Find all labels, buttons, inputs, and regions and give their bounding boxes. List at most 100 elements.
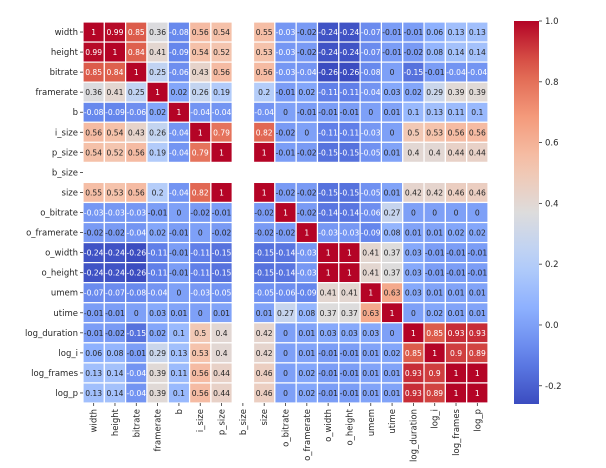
cell-value-label: 0.02 bbox=[469, 229, 486, 238]
cell-value-label: 0.46 bbox=[256, 389, 273, 398]
cell-value-label: -0.02 bbox=[297, 28, 317, 37]
cell-value-label: 0.02 bbox=[298, 88, 315, 97]
cell-value-label: 0.93 bbox=[469, 329, 486, 338]
cell-value-label: 0.85 bbox=[85, 68, 102, 77]
cell-value-label: 0 bbox=[475, 209, 480, 218]
cell-value-label: 1 bbox=[390, 309, 395, 318]
cell-value-label: 0.56 bbox=[448, 128, 465, 137]
cell-value-label: 0.01 bbox=[256, 309, 273, 318]
cell-value-label: -0.02 bbox=[276, 188, 296, 197]
cell-value-label: 0.44 bbox=[448, 148, 465, 157]
cell-value-label: 1 bbox=[113, 48, 118, 57]
cell-value-label: 0.01 bbox=[170, 309, 187, 318]
cell-value-label: -0.24 bbox=[340, 48, 360, 57]
cell-value-label: -0.11 bbox=[318, 88, 338, 97]
cell-value-label: 1 bbox=[454, 369, 459, 378]
cell-value-label: -0.01 bbox=[340, 389, 360, 398]
cell-value-label: 0.52 bbox=[213, 48, 230, 57]
cell-value-label: -0.01 bbox=[425, 269, 445, 278]
cell-value-label: 0.11 bbox=[170, 369, 187, 378]
cell-value-label: 0.13 bbox=[170, 349, 187, 358]
x-tick-label: width bbox=[90, 409, 100, 432]
cell-value-label: 0.4 bbox=[216, 349, 228, 358]
cell-value-label: -0.04 bbox=[148, 289, 168, 298]
cell-value-label: 0.08 bbox=[107, 349, 124, 358]
cell-value-label: 0.44 bbox=[213, 369, 230, 378]
cell-value-label: 0.13 bbox=[85, 369, 102, 378]
cell-value-label: 0.01 bbox=[384, 389, 401, 398]
cell-value-label: -0.01 bbox=[318, 349, 338, 358]
cell-value-label: 1 bbox=[134, 68, 139, 77]
cell-value-label: 0.82 bbox=[192, 188, 209, 197]
cell-value-label: 0.01 bbox=[448, 309, 465, 318]
cell-value-label: 0 bbox=[283, 369, 288, 378]
cell-value-label: 0.13 bbox=[426, 108, 443, 117]
cell-value-label: -0.24 bbox=[84, 269, 104, 278]
cell-value-label: -0.07 bbox=[105, 289, 125, 298]
cell-value-label: 0.01 bbox=[362, 349, 379, 358]
cell-value-label: 0.85 bbox=[128, 28, 145, 37]
y-tick-label: umem bbox=[51, 289, 78, 299]
cell-value-label: 0.54 bbox=[85, 148, 102, 157]
colorbar-tick-label: -0.2 bbox=[545, 382, 562, 392]
cell-value-label: -0.01 bbox=[212, 209, 232, 218]
heatmap-cell bbox=[210, 141, 233, 163]
cell-value-label: 0.93 bbox=[448, 329, 465, 338]
cell-value-label: 1 bbox=[475, 369, 480, 378]
colorbar bbox=[514, 21, 539, 404]
cell-value-label: 0.26 bbox=[149, 128, 166, 137]
cell-value-label: -0.01 bbox=[318, 108, 338, 117]
y-tick-label: log_p bbox=[55, 389, 78, 399]
cell-value-label: 0.27 bbox=[384, 209, 401, 218]
cell-value-label: 0.39 bbox=[448, 88, 465, 97]
y-tick-label: o_height bbox=[41, 269, 78, 279]
cell-value-label: -0.11 bbox=[190, 269, 210, 278]
cell-value-label: 0.56 bbox=[469, 128, 486, 137]
cell-value-label: 0.82 bbox=[256, 128, 273, 137]
cell-value-label: 0.1 bbox=[471, 108, 483, 117]
cell-value-label: 0.63 bbox=[384, 289, 401, 298]
cell-value-label: -0.01 bbox=[276, 88, 296, 97]
cell-value-label: -0.14 bbox=[318, 209, 338, 218]
cell-value-label: -0.04 bbox=[468, 68, 488, 77]
cell-value-label: -0.03 bbox=[340, 229, 360, 238]
cell-value-label: 0.41 bbox=[320, 289, 337, 298]
cell-value-label: 0.5 bbox=[407, 128, 419, 137]
x-tick-label: bitrate bbox=[132, 409, 142, 437]
cell-value-label: -0.06 bbox=[126, 108, 146, 117]
cell-value-label: -0.03 bbox=[276, 68, 296, 77]
cell-value-label: 0.01 bbox=[362, 369, 379, 378]
cell-value-label: -0.26 bbox=[126, 269, 146, 278]
cell-value-label: 0 bbox=[432, 209, 437, 218]
cell-value-label: -0.04 bbox=[126, 369, 146, 378]
cell-value-label: -0.15 bbox=[318, 188, 338, 197]
cell-value-label: 0.19 bbox=[213, 88, 230, 97]
cell-value-label: -0.02 bbox=[212, 229, 232, 238]
cell-value-label: -0.01 bbox=[404, 28, 424, 37]
cell-value-label: 0 bbox=[283, 389, 288, 398]
cell-value-label: 0.02 bbox=[298, 369, 315, 378]
cell-value-label: -0.01 bbox=[382, 48, 402, 57]
cell-value-label: -0.02 bbox=[297, 148, 317, 157]
cell-value-label: 0.02 bbox=[170, 88, 187, 97]
cell-value-label: 0.41 bbox=[362, 269, 379, 278]
cell-value-label: 1 bbox=[454, 389, 459, 398]
cell-value-label: -0.01 bbox=[468, 269, 488, 278]
cell-value-label: -0.02 bbox=[276, 229, 296, 238]
cell-value-label: 0.42 bbox=[426, 188, 443, 197]
cell-value-label: -0.04 bbox=[169, 128, 189, 137]
cell-value-label: 0.39 bbox=[469, 88, 486, 97]
cell-value-label: -0.01 bbox=[340, 369, 360, 378]
y-tick-label: size bbox=[62, 188, 78, 198]
cell-value-label: 0.01 bbox=[426, 289, 443, 298]
cell-value-label: 0.4 bbox=[429, 148, 441, 157]
cell-value-label: 0.53 bbox=[426, 128, 443, 137]
cell-value-label: 0.4 bbox=[216, 329, 228, 338]
cell-value-label: -0.24 bbox=[318, 28, 338, 37]
cell-value-label: 1 bbox=[91, 28, 96, 37]
cell-value-label: 0.44 bbox=[213, 389, 230, 398]
cell-value-label: 0.11 bbox=[448, 108, 465, 117]
cell-value-label: 0.14 bbox=[107, 369, 124, 378]
cell-value-label: -0.01 bbox=[318, 389, 338, 398]
cell-value-label: 0.44 bbox=[469, 148, 486, 157]
